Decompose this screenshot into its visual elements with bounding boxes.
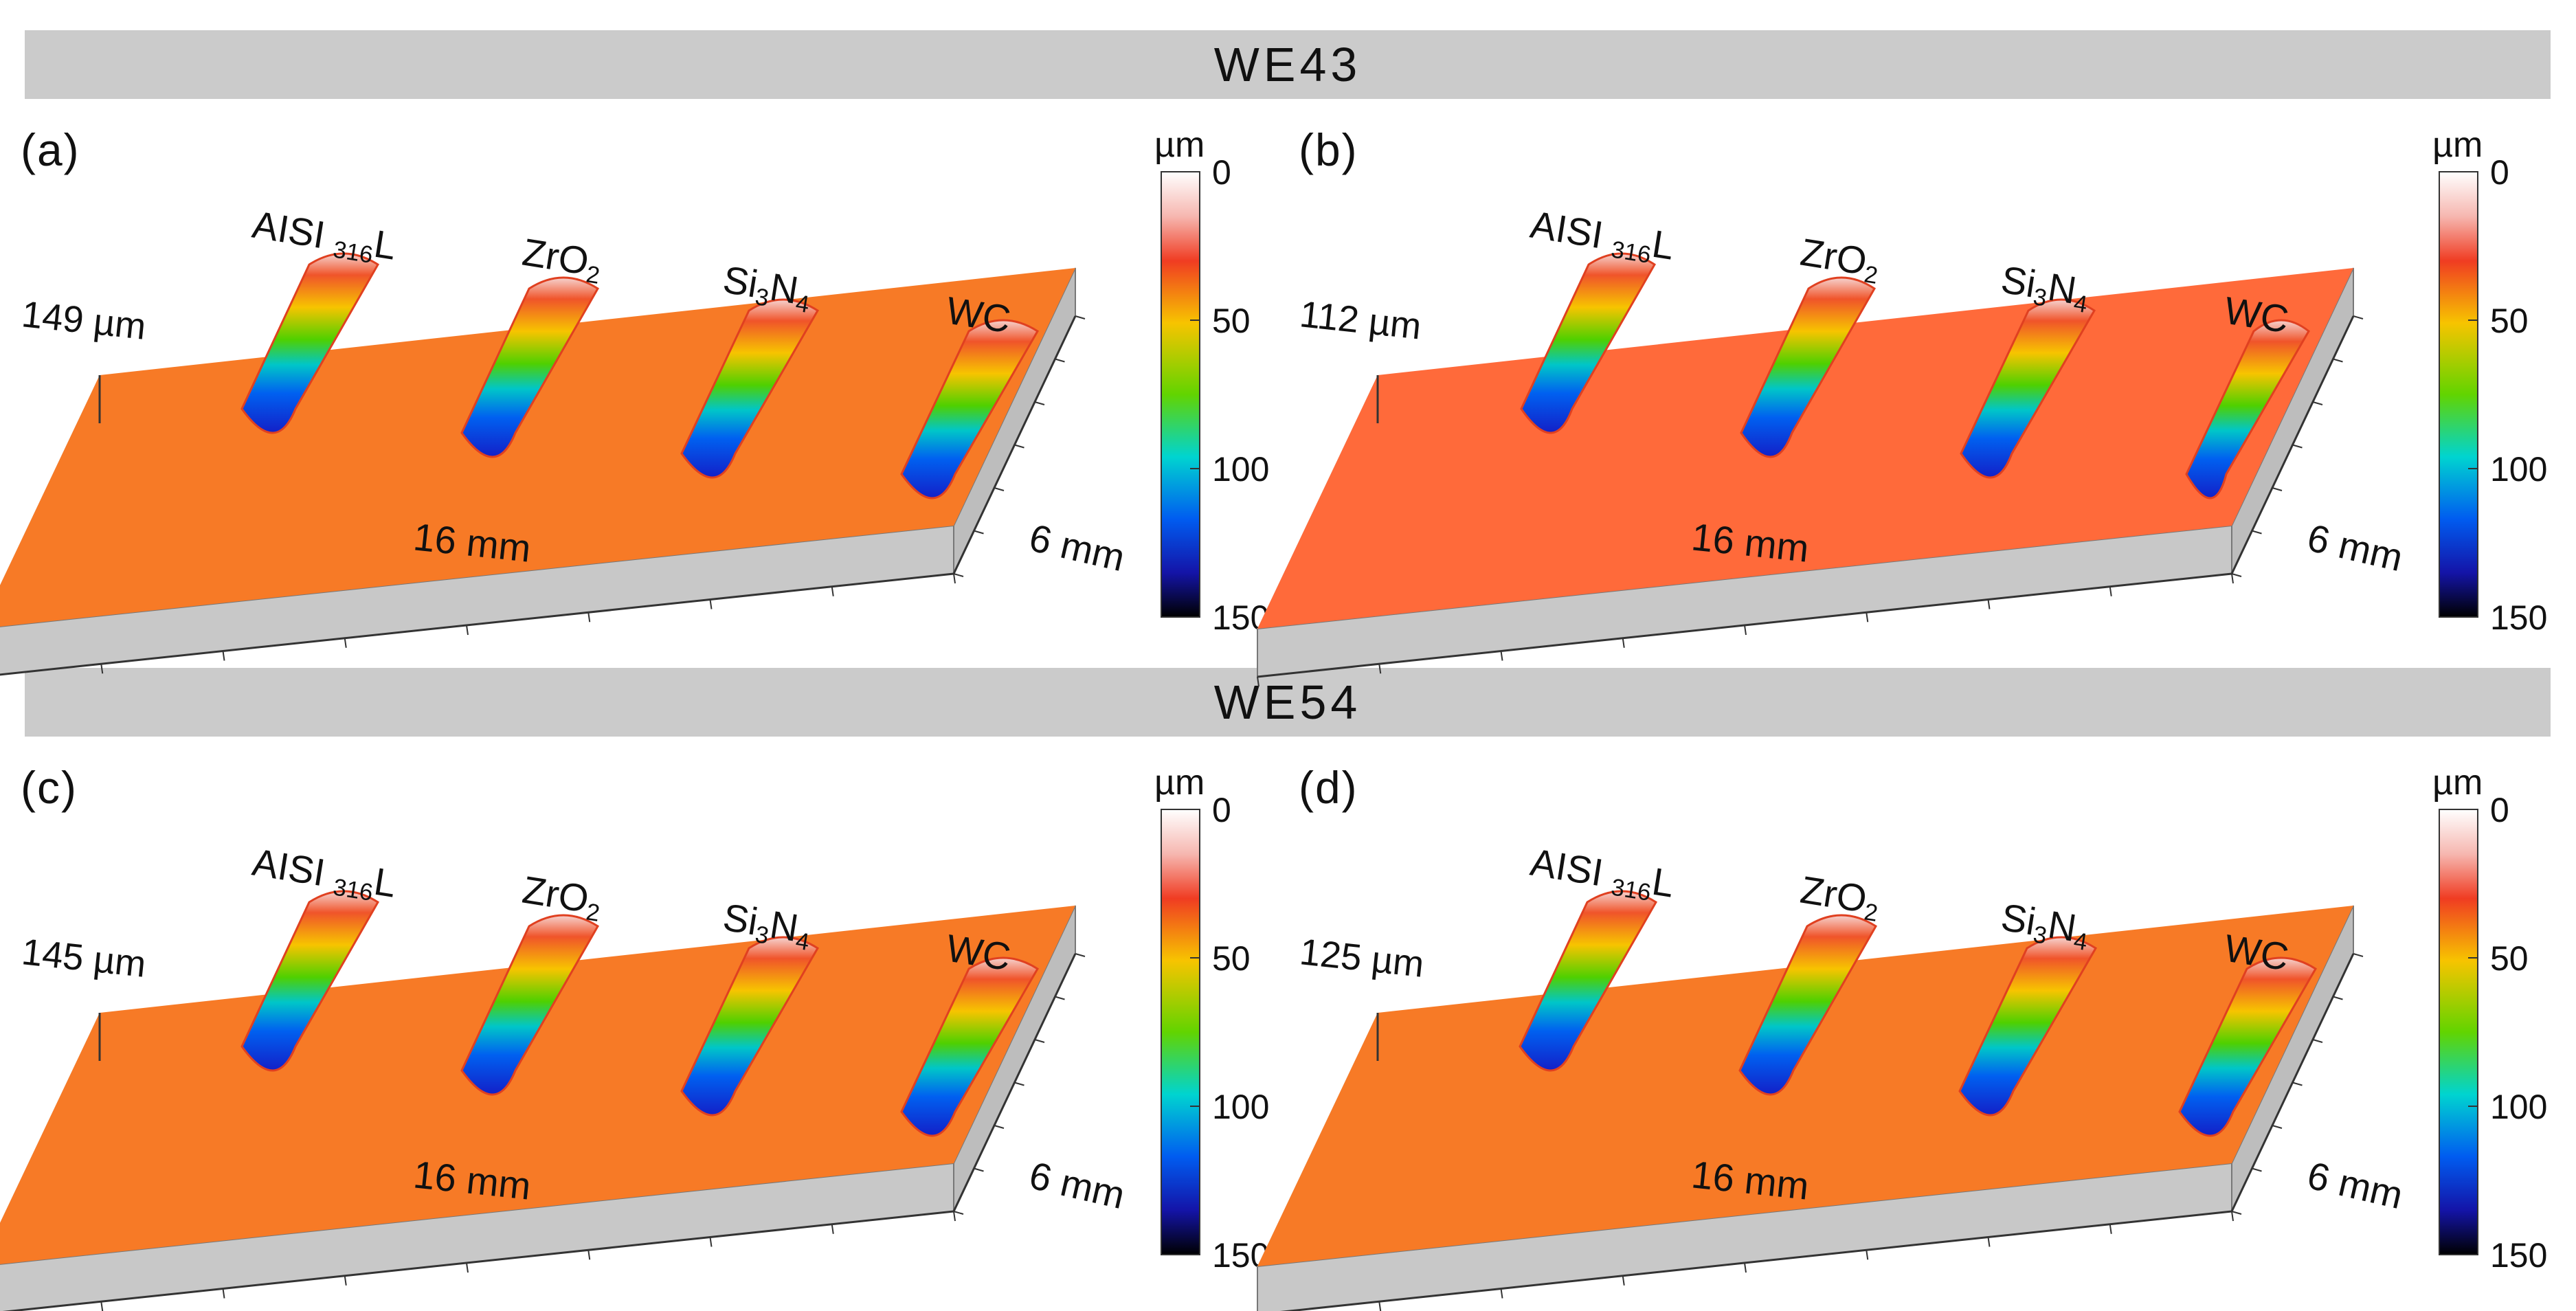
panel-label: (c) bbox=[21, 762, 78, 813]
depth-label: 112 µm bbox=[1298, 293, 1423, 347]
wear-track bbox=[1520, 252, 1656, 434]
panel-label: (b) bbox=[1299, 124, 1358, 175]
counterbody-label: Si3N4 bbox=[719, 258, 814, 318]
axis-ticks bbox=[1257, 315, 2364, 687]
colorbar-tick-label: 100 bbox=[2490, 450, 2547, 489]
wear-track bbox=[680, 298, 820, 479]
colorbar bbox=[2439, 171, 2478, 618]
wear-track bbox=[1958, 936, 2098, 1117]
wear-track bbox=[1519, 890, 1658, 1072]
wear-track bbox=[900, 956, 1040, 1137]
counterbody-label: Si3N4 bbox=[1997, 895, 2092, 956]
wear-track bbox=[1738, 914, 1878, 1096]
section-banner-we54: WE54 bbox=[25, 668, 2551, 737]
wear-track bbox=[2178, 956, 2318, 1137]
colorbar-tick-label: 100 bbox=[2490, 1088, 2547, 1126]
colorbar-tick-label: 50 bbox=[1212, 939, 1251, 978]
wear-track bbox=[240, 890, 380, 1072]
wear-track bbox=[1740, 276, 1876, 458]
counterbody-label: WC bbox=[943, 926, 1013, 979]
wear-track bbox=[460, 276, 600, 458]
colorbar-tick-label: 0 bbox=[1212, 791, 1231, 829]
depth-label: 145 µm bbox=[20, 931, 148, 985]
section-title: WE43 bbox=[1213, 38, 1362, 91]
panel-d: (d) AISI 316L ZrO2 Si3N4 WC 125 µm 16 mm 6 mm µm… bbox=[1257, 761, 2576, 1311]
axis-ticks bbox=[100, 953, 1086, 1311]
wear-track bbox=[900, 319, 1040, 500]
colorbar-tick-label: 0 bbox=[2490, 791, 2509, 829]
wear-track bbox=[1960, 298, 2096, 479]
colorbar-tick-label: 150 bbox=[2490, 1236, 2547, 1275]
width-label: 6 mm bbox=[1025, 515, 1129, 579]
counterbody-label: WC bbox=[2221, 289, 2292, 341]
width-label: 6 mm bbox=[2303, 515, 2407, 579]
colorbar-tick-label: 0 bbox=[1212, 153, 1231, 192]
colorbar-tick-label: 50 bbox=[2490, 302, 2529, 340]
wear-track bbox=[460, 914, 600, 1096]
colorbar-tick-label: 150 bbox=[2490, 598, 2547, 637]
colorbar-tick-label: 50 bbox=[1212, 302, 1251, 340]
sample-top-surface bbox=[1257, 268, 2353, 629]
sample-top-surface bbox=[1257, 906, 2353, 1266]
width-label: 6 mm bbox=[1025, 1153, 1129, 1217]
depth-label: 149 µm bbox=[20, 293, 148, 348]
section-title: WE54 bbox=[1213, 675, 1362, 729]
counterbody-label: ZrO2 bbox=[1797, 868, 1883, 927]
counterbody-label: ZrO2 bbox=[519, 230, 605, 289]
counterbody-label: Si3N4 bbox=[719, 895, 814, 956]
colorbar-unit: µm bbox=[2432, 763, 2483, 803]
counterbody-label: ZrO2 bbox=[1797, 230, 1883, 289]
section-banner-we43: WE43 bbox=[25, 30, 2551, 99]
colorbar-unit: µm bbox=[1154, 763, 1205, 803]
wear-track bbox=[2185, 319, 2310, 500]
colorbar-tick-label: 100 bbox=[1212, 1088, 1269, 1126]
colorbar bbox=[1161, 809, 1200, 1255]
counterbody-label: WC bbox=[943, 289, 1013, 341]
axis-ticks bbox=[100, 315, 1086, 674]
depth-label: 125 µm bbox=[1298, 931, 1426, 985]
colorbar-tick-label: 100 bbox=[1212, 450, 1269, 489]
colorbar-unit: µm bbox=[1154, 125, 1205, 165]
colorbar-unit: µm bbox=[2432, 125, 2483, 165]
wear-track bbox=[680, 936, 820, 1117]
colorbar bbox=[1161, 171, 1200, 618]
panel-label: (d) bbox=[1299, 762, 1358, 813]
panel-a: (a) AISI 316L ZrO2 Si3N4 WC 149 µm 16 mm 6 mm µm… bbox=[0, 124, 1302, 676]
wear-track bbox=[240, 252, 380, 434]
colorbar bbox=[2439, 809, 2478, 1255]
panel-b: (b) AISI 316L ZrO2 Si3N4 WC 112 µm 16 mm 6 mm µm… bbox=[1257, 124, 2576, 687]
counterbody-label: WC bbox=[2221, 926, 2292, 979]
colorbar-tick-label: 50 bbox=[2490, 939, 2529, 978]
width-label: 6 mm bbox=[2303, 1153, 2407, 1217]
panel-label: (a) bbox=[21, 124, 80, 175]
colorbar-tick-label: 0 bbox=[2490, 153, 2509, 192]
panel-c: (c) AISI 316L ZrO2 Si3N4 WC 145 µm 16 mm 6 mm µm… bbox=[0, 761, 1302, 1311]
